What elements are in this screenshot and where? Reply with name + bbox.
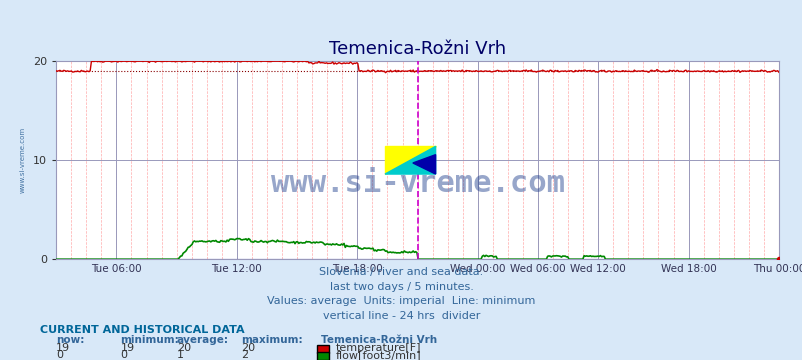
Text: www.si-vreme.com: www.si-vreme.com bbox=[270, 170, 564, 198]
Text: 20: 20 bbox=[176, 343, 191, 353]
Text: maximum:: maximum: bbox=[241, 335, 302, 345]
Text: average:: average: bbox=[176, 335, 229, 345]
Text: vertical line - 24 hrs  divider: vertical line - 24 hrs divider bbox=[322, 311, 480, 321]
Text: minimum:: minimum: bbox=[120, 335, 179, 345]
Polygon shape bbox=[384, 146, 435, 174]
Text: now:: now: bbox=[56, 335, 84, 345]
Text: 2: 2 bbox=[241, 350, 248, 360]
Polygon shape bbox=[412, 155, 435, 174]
Text: 1: 1 bbox=[176, 350, 184, 360]
Title: Temenica-Rožni Vrh: Temenica-Rožni Vrh bbox=[329, 40, 505, 58]
Text: 19: 19 bbox=[120, 343, 135, 353]
Text: 0: 0 bbox=[120, 350, 128, 360]
Text: Values: average  Units: imperial  Line: minimum: Values: average Units: imperial Line: mi… bbox=[267, 296, 535, 306]
Text: www.si-vreme.com: www.si-vreme.com bbox=[20, 127, 26, 193]
Text: temperature[F]: temperature[F] bbox=[335, 343, 420, 353]
Text: 19: 19 bbox=[56, 343, 71, 353]
Text: CURRENT AND HISTORICAL DATA: CURRENT AND HISTORICAL DATA bbox=[40, 325, 245, 335]
Text: 0: 0 bbox=[56, 350, 63, 360]
Text: Slovenia / river and sea data.: Slovenia / river and sea data. bbox=[319, 267, 483, 278]
Text: Temenica-Rožni Vrh: Temenica-Rožni Vrh bbox=[321, 335, 437, 345]
Text: flow[foot3/min]: flow[foot3/min] bbox=[335, 350, 421, 360]
Text: last two days / 5 minutes.: last two days / 5 minutes. bbox=[329, 282, 473, 292]
Text: 20: 20 bbox=[241, 343, 255, 353]
Polygon shape bbox=[384, 146, 435, 174]
